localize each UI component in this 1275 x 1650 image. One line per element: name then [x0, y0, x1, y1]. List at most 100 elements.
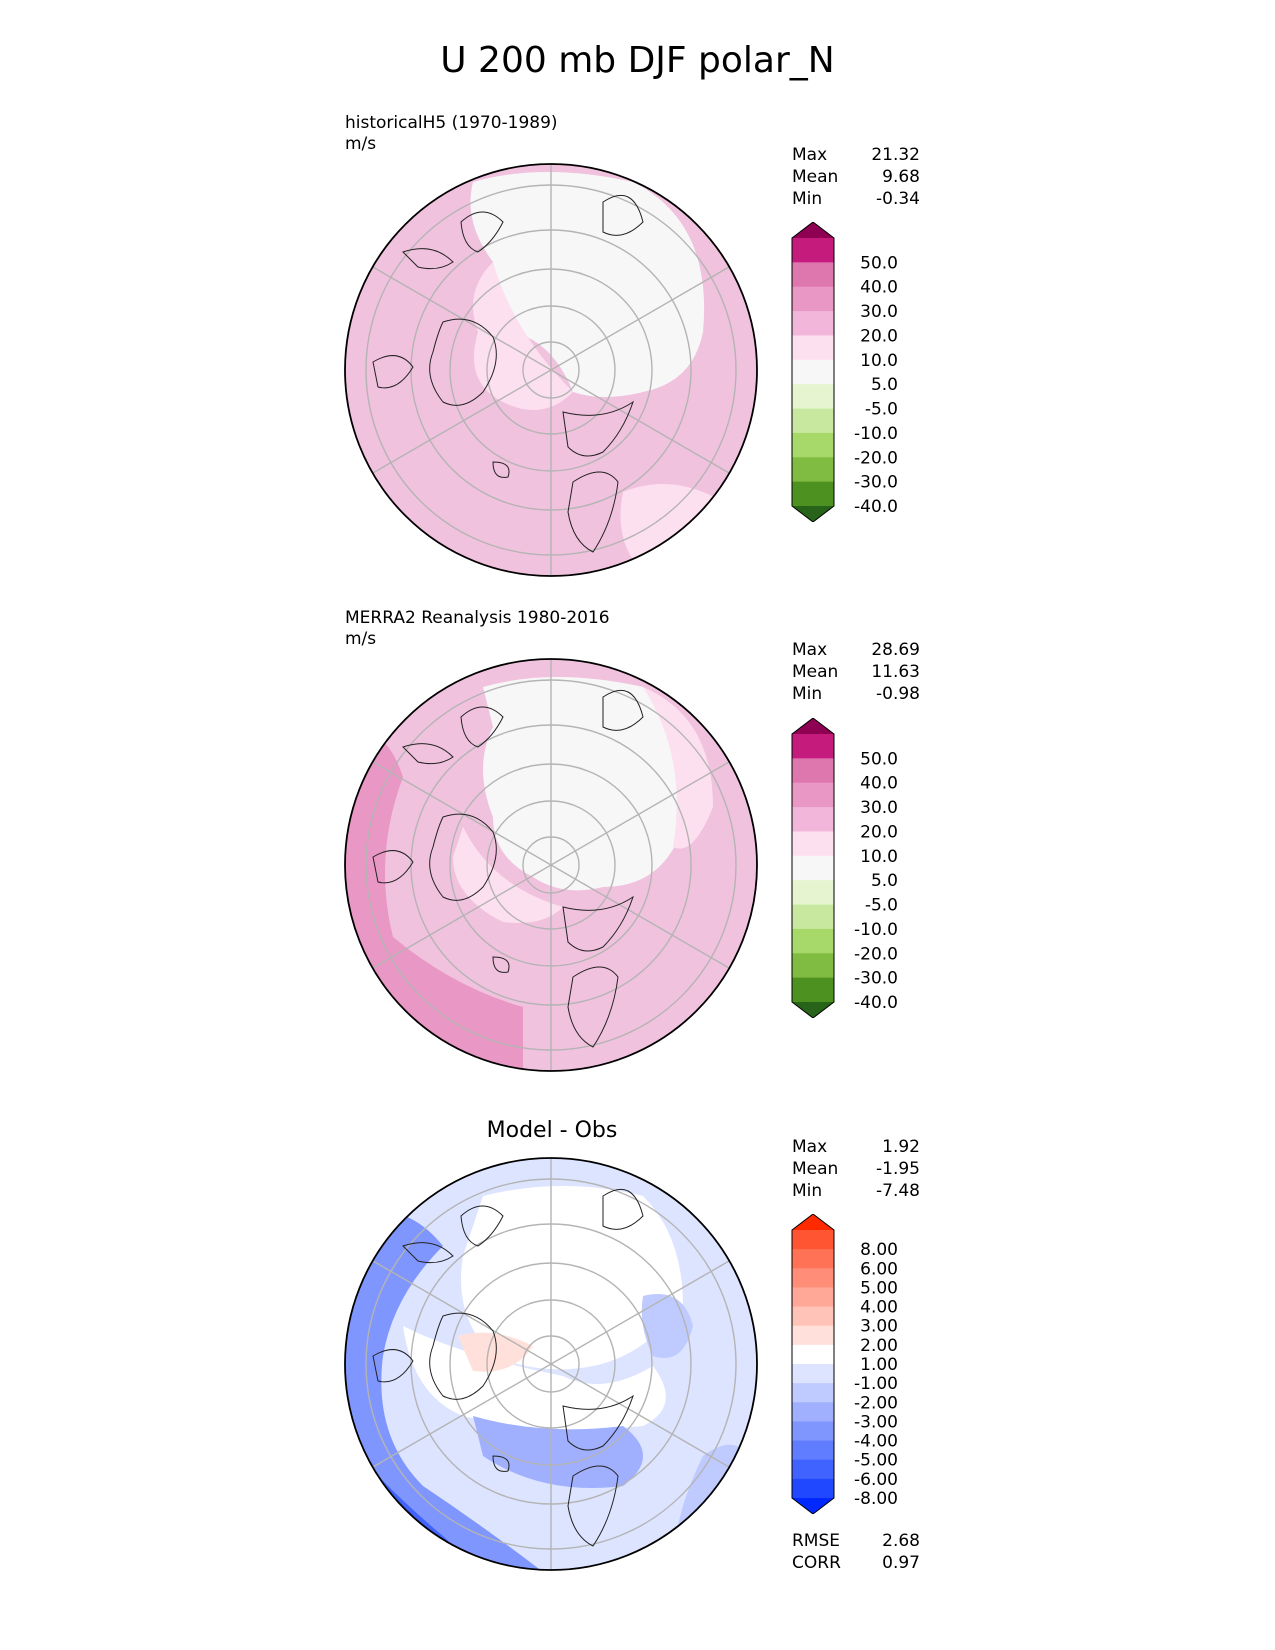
diff-stats: Max 1.92 Mean -1.95 Min -7.48 — [792, 1136, 920, 1202]
colorbar-outline — [791, 222, 835, 522]
coastlines — [372, 689, 644, 1048]
colorbar-tick-label: -10.0 — [854, 424, 898, 444]
obs-stats: Max 28.69 Mean 11.63 Min -0.98 — [792, 639, 920, 705]
colorbar-tick-label: -20.0 — [854, 944, 898, 964]
colorbar-tick-label: -4.00 — [854, 1432, 898, 1452]
colorbar-segment — [792, 335, 834, 361]
model-colorbar: 50.0 40.0 30.0 20.0 10.0 5.0 -5.0 -10.0 -20.0 -30… — [791, 222, 898, 522]
model-units: m/s — [345, 134, 377, 154]
colorbar-tick-label: 5.0 — [871, 375, 898, 395]
field-light-region — [643, 687, 713, 849]
colorbar-segment — [792, 1421, 834, 1442]
colorbar-segment — [792, 758, 834, 784]
colorbar-tick-label: -5.00 — [854, 1451, 898, 1471]
min-label: Min — [792, 684, 823, 704]
obs-label: MERRA2 Reanalysis 1980-2016 — [345, 608, 610, 628]
rmse-label: RMSE — [792, 1531, 841, 1551]
colorbar-tick-label: -40.0 — [854, 993, 898, 1013]
graticule — [365, 659, 737, 1071]
obs-units: m/s — [345, 629, 377, 649]
colorbar-segment — [792, 880, 834, 906]
obs-polar-map — [344, 658, 758, 1072]
colorbar-tick-label: 6.00 — [860, 1259, 898, 1279]
colorbar-tick-label: -10.0 — [854, 920, 898, 940]
colorbar-extend-max — [792, 222, 834, 238]
colorbar-segment — [792, 782, 834, 808]
colorbar-tick-label: 3.00 — [860, 1317, 898, 1337]
colorbar-segment — [792, 457, 834, 483]
colorbar-tick-label: 10.0 — [860, 351, 898, 371]
colorbar-tick-label: 20.0 — [860, 822, 898, 842]
colorbar-segment — [792, 286, 834, 312]
colorbar-tick-label: -3.00 — [854, 1412, 898, 1432]
colorbar-tick-label: -5.0 — [865, 400, 898, 420]
max-label: Max — [792, 640, 828, 660]
field-near-zero-2 — [403, 1326, 666, 1430]
map-boundary — [344, 163, 758, 577]
colorbar-segment — [792, 238, 834, 263]
colorbar-segment — [792, 977, 834, 1003]
colorbar-segment — [792, 1230, 834, 1250]
map-boundary — [344, 658, 758, 1072]
colorbar-segment — [792, 1344, 834, 1365]
colorbar-tick-label: -30.0 — [854, 969, 898, 989]
corr-label: CORR — [792, 1553, 841, 1573]
colorbar-segment — [792, 904, 834, 930]
colorbar-segment — [792, 855, 834, 881]
min-value: -0.34 — [876, 189, 920, 209]
figure-title: U 200 mb DJF polar_N — [440, 40, 835, 81]
colorbar-segment — [792, 953, 834, 979]
coastlines — [372, 194, 644, 553]
colorbar-tick-label: -2.00 — [854, 1393, 898, 1413]
colorbar-tick-label: 50.0 — [860, 253, 898, 273]
diff-metrics: RMSE 2.68 CORR 0.97 — [792, 1530, 920, 1574]
colorbar-segment — [792, 384, 834, 410]
max-label: Max — [792, 145, 828, 165]
min-label: Min — [792, 189, 823, 209]
colorbar-segment — [792, 1325, 834, 1346]
model-stats: Max 21.32 Mean 9.68 Min -0.34 — [792, 144, 920, 210]
colorbar-segment — [792, 1402, 834, 1422]
colorbar-tick-label: -50.0 — [854, 1017, 898, 1018]
max-label: Max — [792, 1137, 828, 1157]
colorbar-segment — [792, 1440, 834, 1461]
colorbar-tick-label: -8.00 — [854, 1489, 898, 1509]
colorbar-tick-label: 1.00 — [860, 1355, 898, 1375]
colorbar-segment — [792, 807, 834, 832]
min-value: -7.48 — [876, 1181, 920, 1201]
colorbar-tick-label: 40.0 — [860, 774, 898, 794]
colorbar-segment — [792, 359, 834, 385]
colorbar-tick-label: -50.0 — [854, 521, 898, 522]
field-light-region-2 — [620, 484, 723, 572]
colorbar-segment — [792, 831, 834, 857]
colorbar-segment — [792, 1287, 834, 1308]
rmse-value: 2.68 — [882, 1531, 920, 1551]
colorbar-tick-label: 30.0 — [860, 302, 898, 322]
colorbar-tick-label: 50.0 — [860, 749, 898, 769]
colorbar-segment — [792, 734, 834, 759]
field-light-region-2 — [453, 827, 563, 923]
colorbar-segment — [792, 1383, 834, 1403]
colorbar-segment — [792, 432, 834, 458]
colorbar-tick-label: 2.00 — [860, 1336, 898, 1356]
colorbar-tick-label: -30.0 — [854, 473, 898, 493]
model-polar-map — [344, 163, 758, 577]
mean-value: 9.68 — [882, 167, 920, 187]
colorbar-outline — [791, 1214, 835, 1514]
obs-colorbar: 50.0 40.0 30.0 20.0 10.0 5.0 -5.0 -10.0 -20.0 -30… — [791, 718, 898, 1018]
field-strong-region — [345, 732, 523, 1071]
colorbar-tick-label: -1.00 — [854, 1374, 898, 1394]
field-weak-region — [470, 172, 705, 397]
colorbar-extend-min — [792, 1002, 834, 1018]
colorbar-tick-label: -40.0 — [854, 497, 898, 517]
field-light-region — [473, 262, 573, 410]
colorbar-tick-label: -5.0 — [865, 896, 898, 916]
colorbar-segment — [792, 1478, 834, 1499]
colorbar-extend-min — [792, 506, 834, 522]
colorbar-segment — [792, 1249, 834, 1269]
mean-label: Mean — [792, 1159, 839, 1179]
max-value: 28.69 — [871, 640, 920, 660]
colorbar-segment — [792, 1268, 834, 1288]
model-panel-label: historicalH5 (1970-1989) m/s — [345, 113, 558, 155]
colorbar-tick-label: 5.00 — [860, 1278, 898, 1298]
